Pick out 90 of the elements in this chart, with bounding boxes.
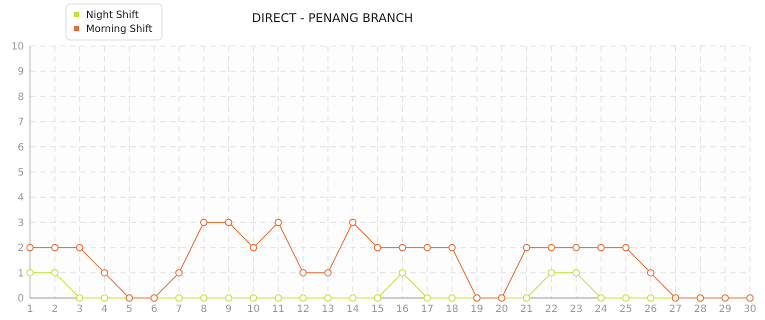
point [622, 244, 630, 252]
x-tick-label: 10 [247, 304, 260, 315]
point [51, 269, 59, 276]
point [374, 294, 382, 302]
point [597, 294, 605, 302]
point [374, 244, 382, 252]
x-tick-label: 16 [396, 304, 409, 315]
point [424, 294, 431, 302]
point [522, 244, 530, 252]
point [26, 269, 34, 276]
point [646, 294, 654, 302]
point [349, 218, 356, 226]
x-tick-label: 23 [570, 304, 583, 315]
x-tick-label: 8 [200, 304, 207, 315]
point [26, 244, 34, 252]
x-tick-label: 12 [296, 304, 310, 315]
point [274, 218, 282, 226]
point [324, 294, 332, 302]
point [200, 294, 208, 302]
legend-label: Morning Shift [86, 24, 152, 35]
x-tick-label: 9 [225, 304, 232, 315]
point [622, 294, 630, 302]
x-tick-label: 2 [52, 304, 58, 315]
y-tick-label: 8 [18, 92, 24, 103]
point [76, 244, 84, 252]
point [224, 218, 232, 226]
x-tick-label: 29 [718, 304, 732, 315]
chart-title: DIRECT - PENANG BRANCH [252, 11, 414, 25]
point [175, 294, 183, 302]
y-tick-label: 10 [11, 42, 24, 52]
y-tick-label: 5 [18, 168, 24, 178]
point [424, 244, 431, 252]
point [100, 294, 108, 302]
point [572, 244, 580, 252]
x-tick-label: 22 [545, 304, 558, 315]
point [224, 294, 232, 302]
x-tick-label: 27 [669, 304, 682, 315]
x-tick-label: 28 [694, 304, 707, 315]
point [200, 218, 208, 226]
point [324, 269, 332, 276]
point [175, 269, 183, 276]
point [398, 269, 406, 276]
x-tick-label: 1 [26, 304, 34, 315]
legend-label: Night Shift [86, 10, 139, 21]
y-tick-label: 1 [18, 268, 24, 280]
x-tick-label: 5 [126, 304, 132, 315]
point [274, 294, 282, 302]
x-tick-label: 20 [495, 304, 508, 315]
x-tick-label: 15 [371, 304, 384, 315]
x-tick-label: 14 [346, 304, 360, 315]
y-tick-label: 7 [18, 117, 24, 128]
x-tick-label: 24 [594, 304, 608, 315]
x-tick-label: 3 [76, 304, 83, 315]
y-tick-label: 6 [18, 142, 24, 154]
x-tick-label: 21 [520, 304, 533, 315]
y-tick-label: 9 [18, 66, 24, 78]
point [76, 294, 84, 302]
point [721, 294, 729, 302]
point [548, 269, 556, 276]
point [51, 244, 59, 252]
x-tick-label: 13 [322, 304, 334, 315]
x-tick-label: 11 [272, 304, 285, 315]
y-tick-label: 4 [18, 192, 24, 204]
y-tick-label: 2 [18, 243, 24, 254]
x-tick-label: 26 [644, 304, 658, 315]
x-tick-label: 30 [744, 304, 756, 315]
point [746, 294, 754, 302]
point [448, 244, 456, 252]
y-tick-label: 0 [18, 294, 24, 304]
point [250, 244, 258, 252]
point [572, 269, 580, 276]
x-tick-label: 7 [176, 304, 182, 315]
point [250, 294, 258, 302]
x-tick-label: 25 [619, 304, 632, 315]
point [646, 269, 654, 276]
point [100, 269, 108, 276]
point [448, 294, 456, 302]
x-tick-label: 17 [420, 304, 434, 315]
point [299, 269, 307, 276]
point [548, 244, 556, 252]
point [299, 294, 307, 302]
point [522, 294, 530, 302]
x-tick-label: 18 [446, 304, 458, 315]
x-tick-label: 4 [101, 304, 108, 315]
x-tick-label: 19 [470, 304, 484, 315]
point [349, 294, 356, 302]
y-tick-label: 3 [18, 218, 24, 229]
x-tick-label: 6 [150, 304, 158, 315]
point [398, 244, 406, 252]
point [597, 244, 605, 252]
